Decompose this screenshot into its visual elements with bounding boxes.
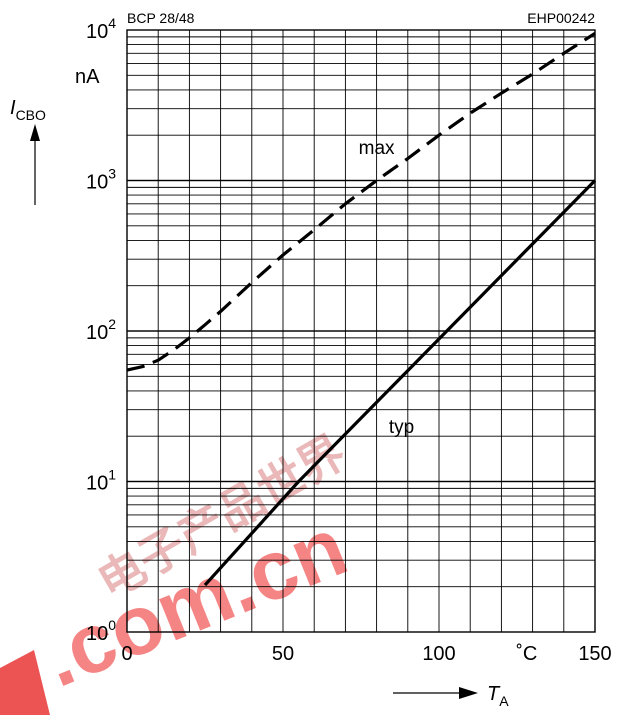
x-tick-label: 100 (422, 643, 455, 665)
series-label-max: max (359, 138, 395, 159)
grid (127, 30, 595, 632)
tick-labels: 0 50 100 150 100 101 102 103 104 (86, 15, 612, 665)
x-axis-unit: ˚C (516, 643, 537, 665)
y-tick-label: 103 (86, 166, 116, 194)
header-right: EHP00242 (527, 10, 595, 26)
watermark: 电子产品世界 .com.cn (0, 426, 359, 715)
series-max (126, 32, 596, 372)
y-axis-subscript: CBO (16, 107, 46, 123)
y-tick-label: 100 (86, 617, 116, 645)
x-tick-label: 50 (272, 643, 294, 665)
series-label-typ: typ (389, 417, 414, 438)
x-tick-label: 150 (578, 643, 611, 665)
series-layer: max typ (126, 32, 597, 587)
watermark-red-mark-icon (0, 650, 50, 715)
x-axis-arrow-icon (393, 687, 478, 699)
y-axis-label: ICBO (10, 97, 46, 123)
series-typ (203, 179, 597, 587)
x-tick-label: 0 (121, 643, 132, 665)
y-tick-label: 104 (86, 15, 116, 43)
y-axis-arrow-icon (30, 124, 40, 205)
plot-frame (126, 29, 596, 633)
x-axis-symbol: T (487, 683, 501, 705)
y-tick-label: 101 (86, 467, 116, 495)
header-left: BCP 28/48 (127, 10, 195, 26)
y-axis-symbol: I (10, 97, 16, 119)
x-axis-label: TA (487, 683, 509, 709)
y-tick-label: 102 (86, 316, 116, 344)
y-axis-unit: nA (75, 66, 100, 88)
x-axis-subscript: A (499, 693, 509, 709)
